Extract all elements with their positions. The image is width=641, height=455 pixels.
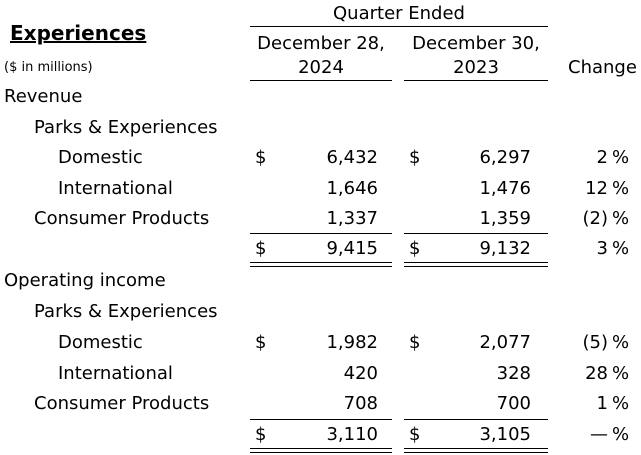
operating-income-2023-subtotal-rule bbox=[404, 419, 548, 420]
operating-income-label: Operating income bbox=[4, 270, 166, 291]
operating-income-total-change-percent: % bbox=[612, 424, 630, 445]
operating-income-domestic-label: Domestic bbox=[58, 332, 143, 353]
operating-income-2023-total-double-rule bbox=[404, 448, 548, 453]
revenue-2024-subtotal-rule bbox=[250, 233, 392, 234]
revenue-international-2024-value: 1,646 bbox=[326, 178, 378, 199]
operating-income-consumer-products-2023-value: 700 bbox=[496, 393, 531, 414]
operating-income-international-change-value: 28 bbox=[585, 363, 608, 384]
revenue-consumer-products-2023-value: 1,359 bbox=[479, 208, 531, 229]
revenue-consumer-products-2024-value: 1,337 bbox=[326, 208, 378, 229]
operating-income-total-2024-currency: $ bbox=[255, 424, 267, 445]
col-2023-header-line1: December 30, bbox=[412, 33, 540, 54]
units-note: ($ in millions) bbox=[4, 60, 93, 75]
revenue-total-change-percent: % bbox=[612, 238, 630, 259]
revenue-2023-total-double-rule bbox=[404, 262, 548, 267]
revenue-domestic-change-value: 2 bbox=[596, 147, 608, 168]
revenue-domestic-change-percent: % bbox=[612, 147, 630, 168]
operating-income-consumer-products-label: Consumer Products bbox=[34, 393, 210, 414]
revenue-domestic-2023-value: 6,297 bbox=[479, 147, 531, 168]
col-2023-header-rule bbox=[404, 80, 548, 81]
operating-income-domestic-2024-currency: $ bbox=[255, 332, 267, 353]
operating-income-parks-group-label: Parks & Experiences bbox=[34, 301, 218, 322]
revenue-consumer-products-change-value: (2) bbox=[582, 208, 609, 229]
operating-income-international-label: International bbox=[58, 363, 173, 384]
col-2024-header-line1: December 28, bbox=[257, 33, 385, 54]
operating-income-consumer-products-change-percent: % bbox=[612, 393, 630, 414]
revenue-international-label: International bbox=[58, 178, 173, 199]
operating-income-total-change-value: — bbox=[590, 424, 608, 445]
revenue-total-2023-currency: $ bbox=[409, 238, 421, 259]
revenue-total-change-value: 3 bbox=[596, 238, 608, 259]
revenue-2023-subtotal-rule bbox=[404, 233, 548, 234]
revenue-domestic-label: Domestic bbox=[58, 147, 143, 168]
revenue-total-2023-value: 9,132 bbox=[479, 238, 531, 259]
operating-income-total-2023-currency: $ bbox=[409, 424, 421, 445]
revenue-international-change-percent: % bbox=[612, 178, 630, 199]
revenue-total-2024-value: 9,415 bbox=[326, 238, 378, 259]
change-header: Change bbox=[568, 57, 637, 78]
operating-income-international-2023-value: 328 bbox=[496, 363, 531, 384]
revenue-consumer-products-label: Consumer Products bbox=[34, 208, 210, 229]
col-2023-header-line2: 2023 bbox=[453, 57, 499, 78]
operating-income-international-change-percent: % bbox=[612, 363, 630, 384]
operating-income-consumer-products-2024-value: 708 bbox=[343, 393, 378, 414]
operating-income-international-2024-value: 420 bbox=[343, 363, 378, 384]
operating-income-domestic-2024-value: 1,982 bbox=[326, 332, 378, 353]
col-2024-header-line2: 2024 bbox=[298, 57, 344, 78]
revenue-international-2023-value: 1,476 bbox=[479, 178, 531, 199]
col-2024-header-rule bbox=[250, 80, 392, 81]
revenue-domestic-2024-value: 6,432 bbox=[326, 147, 378, 168]
operating-income-domestic-change-value: (5) bbox=[582, 332, 609, 353]
revenue-2024-total-double-rule bbox=[250, 262, 392, 267]
revenue-total-2024-currency: $ bbox=[255, 238, 267, 259]
operating-income-2024-subtotal-rule bbox=[250, 419, 392, 420]
revenue-label: Revenue bbox=[4, 86, 83, 107]
operating-income-domestic-2023-value: 2,077 bbox=[479, 332, 531, 353]
revenue-domestic-2024-currency: $ bbox=[255, 147, 267, 168]
revenue-domestic-2023-currency: $ bbox=[409, 147, 421, 168]
operating-income-consumer-products-change-value: 1 bbox=[596, 393, 608, 414]
period-group-rule bbox=[250, 26, 548, 27]
operating-income-domestic-2023-currency: $ bbox=[409, 332, 421, 353]
revenue-international-change-value: 12 bbox=[585, 178, 608, 199]
period-group-header: Quarter Ended bbox=[333, 3, 465, 24]
section-title: Experiences bbox=[10, 21, 147, 45]
revenue-consumer-products-change-percent: % bbox=[612, 208, 630, 229]
revenue-parks-group-label: Parks & Experiences bbox=[34, 117, 218, 138]
operating-income-total-2024-value: 3,110 bbox=[326, 424, 378, 445]
operating-income-2024-total-double-rule bbox=[250, 448, 392, 453]
operating-income-domestic-change-percent: % bbox=[612, 332, 630, 353]
operating-income-total-2023-value: 3,105 bbox=[479, 424, 531, 445]
